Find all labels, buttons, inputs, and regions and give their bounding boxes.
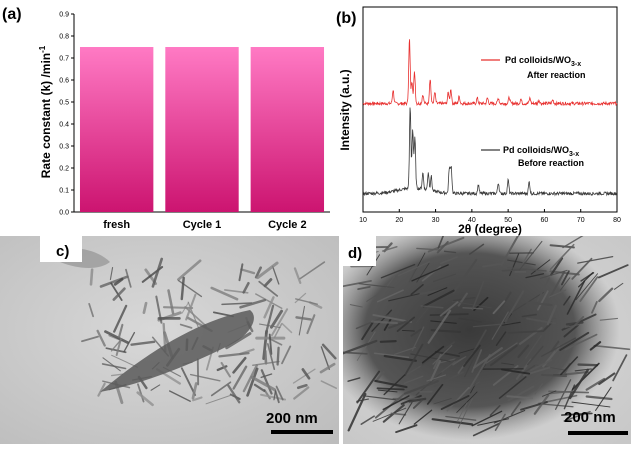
nanorod <box>265 351 266 363</box>
nanorod <box>278 348 279 365</box>
panel-a-label: (a) <box>2 6 22 23</box>
y-tick-label: 0.5 <box>59 100 69 107</box>
y-ticks: 0.0 0.1 0.2 0.3 0.4 0.5 0.6 0.7 0.8 0.9 <box>59 12 74 217</box>
y-tick-label: 0.2 <box>59 166 69 173</box>
legend-before-line2: Before reaction <box>518 158 584 168</box>
y-tick-label: 0.1 <box>59 188 69 195</box>
category-label: fresh <box>103 219 130 231</box>
panel-a: (a) 0.0 0.1 0.2 0.3 0.4 0.5 0.6 0.7 0.8 0.9 fresh… <box>2 6 330 231</box>
nanorod <box>372 322 397 324</box>
legend-after-main: Pd colloids/WO <box>505 55 571 65</box>
x-tick-label: 20 <box>395 217 403 224</box>
x-axis-title: 2θ (degree) <box>458 222 522 236</box>
y-axis-title-sup: -1 <box>38 45 47 53</box>
nanorod <box>91 270 92 285</box>
x-tick-label: 10 <box>359 217 367 224</box>
legend-after: Pd colloids/WO3-x After reaction <box>481 55 586 80</box>
nanorod <box>431 314 468 315</box>
legend-after-line2: After reaction <box>527 70 586 80</box>
legend-after-line1: Pd colloids/WO3-x <box>505 55 581 68</box>
y-tick-label: 0.6 <box>59 78 69 85</box>
y-axis-title: Intensity (a.u.) <box>338 69 352 150</box>
plot-frame <box>363 7 617 212</box>
tem-d-label: d) <box>348 245 362 262</box>
x-tick-label: 80 <box>613 217 621 224</box>
category-label: Cycle 2 <box>268 219 307 231</box>
tem-d-scale-text: 200 nm <box>564 409 616 426</box>
y-tick-label: 0.0 <box>59 210 69 217</box>
nanorod <box>164 307 192 308</box>
bars <box>80 47 324 212</box>
category-label: Cycle 1 <box>183 219 222 231</box>
y-tick-label: 0.4 <box>59 122 69 129</box>
y-axis-title-text: Rate constant (k) /min <box>39 53 53 178</box>
y-tick-label: 0.3 <box>59 144 69 151</box>
y-tick-label: 0.8 <box>59 34 69 41</box>
tem-d-scale-bar <box>568 431 628 435</box>
tem-image-d: d) 200 nm <box>320 220 631 444</box>
x-tick-label: 30 <box>432 217 440 224</box>
legend-after-sub: 3-x <box>571 61 581 68</box>
y-tick-label: 0.7 <box>59 56 69 63</box>
y-tick-label: 0.9 <box>59 12 69 19</box>
x-tick-label: 60 <box>541 217 549 224</box>
x-tick-label: 70 <box>577 217 585 224</box>
legend-before-sub: 3-x <box>569 151 579 158</box>
tem-c-label: c) <box>56 243 69 260</box>
bar <box>80 47 153 212</box>
legend-before-line1: Pd colloids/WO3-x <box>503 145 579 158</box>
tem-c-scale-text: 200 nm <box>266 410 318 427</box>
category-labels: fresh Cycle 1 Cycle 2 <box>103 219 306 231</box>
legend-before-main: Pd colloids/WO <box>503 145 569 155</box>
bar <box>165 47 238 212</box>
nanorod <box>579 365 597 366</box>
bar <box>251 47 324 212</box>
tem-image-c: c) 200 nm <box>0 236 339 444</box>
panel-b-label: (b) <box>336 10 356 27</box>
y-axis-title: Rate constant (k) /min-1 <box>38 45 53 178</box>
tem-c-scale-bar <box>271 430 333 434</box>
legend-before: Pd colloids/WO3-x Before reaction <box>481 145 584 168</box>
nanorod <box>381 341 396 342</box>
